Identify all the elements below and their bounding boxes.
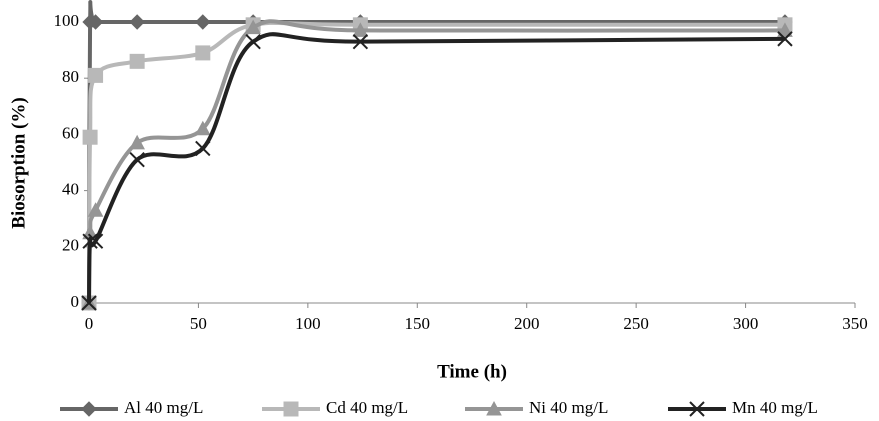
data-point: [245, 33, 261, 50]
x-tick-label: 150: [405, 314, 431, 333]
data-point: [87, 202, 104, 217]
y-tick-label: 0: [71, 292, 80, 311]
legend-label: Al 40 mg/L: [124, 398, 203, 417]
series-line: [87, 0, 785, 304]
data-point: [245, 19, 261, 35]
x-tick-label: 350: [842, 314, 868, 333]
legend-marker: [81, 401, 97, 417]
data-point: [81, 295, 97, 311]
legend-label: Mn 40 mg/L: [732, 398, 818, 417]
legend-marker: [283, 401, 299, 417]
legend-label: Cd 40 mg/L: [326, 398, 408, 417]
data-point: [777, 31, 793, 47]
data-point: [129, 14, 145, 30]
data-point: [194, 120, 211, 136]
series-line: [87, 20, 785, 304]
legend-label: Ni 40 mg/L: [529, 398, 608, 417]
data-point: [82, 129, 98, 145]
x-tick-label: 250: [623, 314, 649, 333]
x-tick-label: 0: [85, 314, 94, 333]
x-tick-label: 200: [514, 314, 540, 333]
y-tick-label: 100: [54, 11, 80, 30]
series-line: [87, 19, 785, 304]
data-point: [352, 22, 369, 37]
data-point: [777, 22, 793, 37]
data-point: [195, 45, 211, 61]
data-point: [129, 134, 145, 150]
x-tick-label: 50: [190, 314, 207, 333]
y-tick-label: 40: [62, 180, 79, 199]
data-point: [88, 67, 104, 83]
legend-marker: [689, 401, 705, 417]
data-point: [87, 14, 104, 30]
data-point: [352, 33, 369, 50]
x-axis-title: Time (h): [437, 361, 507, 382]
data-point: [87, 233, 104, 249]
y-tick-label: 20: [62, 236, 79, 255]
data-point: [195, 140, 211, 157]
legend-marker: [486, 400, 502, 416]
data-point: [195, 14, 211, 30]
x-tick-label: 300: [733, 314, 759, 333]
y-tick-label: 60: [62, 123, 79, 142]
data-point: [82, 233, 98, 249]
y-axis-title: Biosorption (%): [8, 97, 29, 228]
x-tick-label: 100: [295, 314, 321, 333]
series-line: [87, 32, 785, 304]
data-point: [129, 151, 145, 168]
data-point: [129, 53, 145, 69]
y-tick-label: 80: [62, 67, 79, 86]
